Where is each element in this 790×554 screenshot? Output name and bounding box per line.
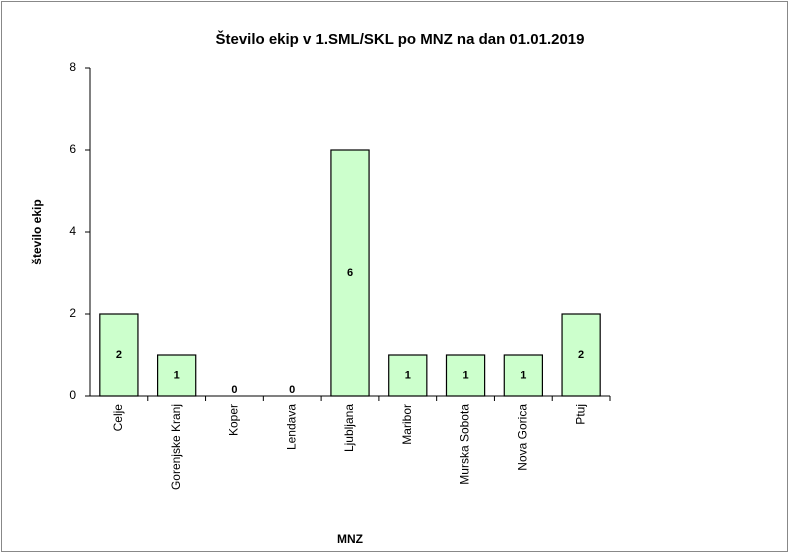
bar bbox=[503, 354, 543, 397]
value-label: 2 bbox=[116, 349, 122, 361]
bar bbox=[388, 354, 428, 397]
y-axis-title: število ekip bbox=[30, 199, 44, 264]
value-label: 1 bbox=[405, 369, 411, 381]
chart-title: Število ekip v 1.SML/SKL po MNZ na dan 0… bbox=[215, 30, 584, 48]
x-tick-label: Murska Sobota bbox=[458, 404, 472, 485]
bar bbox=[445, 354, 486, 397]
value-label: 6 bbox=[347, 267, 353, 279]
value-label: 0 bbox=[231, 384, 237, 396]
x-tick-label: Ljubljana bbox=[342, 404, 356, 452]
y-tick-label: 8 bbox=[69, 60, 76, 74]
y-tick-label: 4 bbox=[69, 224, 76, 238]
x-tick-label: Nova Gorica bbox=[516, 404, 530, 471]
value-label: 1 bbox=[174, 369, 180, 381]
x-tick-label: Celje bbox=[111, 404, 125, 432]
y-tick-label: 6 bbox=[69, 142, 76, 156]
x-tick-label: Ptuj bbox=[573, 404, 587, 425]
x-tick-label: Koper bbox=[227, 404, 241, 436]
value-label: 1 bbox=[520, 369, 526, 381]
y-tick-label: 2 bbox=[69, 306, 76, 320]
bar bbox=[330, 149, 370, 397]
x-axis-title: MNZ bbox=[337, 532, 363, 546]
value-label: 0 bbox=[289, 384, 295, 396]
x-tick-label: Lendava bbox=[284, 404, 298, 450]
x-tick-label: Maribor bbox=[400, 404, 414, 445]
y-tick-label: 0 bbox=[69, 388, 76, 402]
value-label: 2 bbox=[578, 349, 584, 361]
x-tick-label: Gorenjske Kranj bbox=[169, 404, 183, 490]
value-label: 1 bbox=[462, 369, 468, 381]
